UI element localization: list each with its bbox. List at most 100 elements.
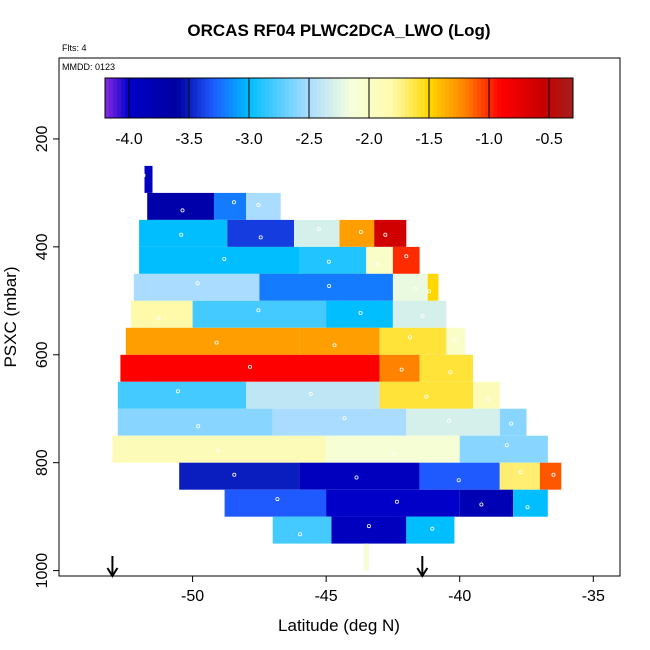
heatmap-cell xyxy=(339,219,375,247)
colorbar-swatch xyxy=(313,78,318,118)
colorbar-swatch xyxy=(409,78,414,118)
colorbar-swatch xyxy=(309,78,314,118)
colorbar-swatch xyxy=(141,78,146,118)
track-marker xyxy=(332,343,337,348)
track-marker xyxy=(407,335,412,340)
colorbar-swatch xyxy=(213,78,218,118)
colorbar-swatch xyxy=(537,78,542,118)
colorbar-swatch xyxy=(557,78,562,118)
track-marker xyxy=(258,235,263,240)
heatmap-cell xyxy=(299,246,367,274)
track-marker xyxy=(518,470,523,475)
colorbar-swatch xyxy=(453,78,458,118)
colorbar-swatch xyxy=(221,78,226,118)
colorbar-swatch xyxy=(145,78,150,118)
y-tick-label: 600 xyxy=(34,341,51,368)
track-marker xyxy=(141,173,146,178)
colorbar-swatch xyxy=(373,78,378,118)
colorbar-swatch xyxy=(205,78,210,118)
track-marker xyxy=(551,472,556,477)
colorbar-swatch xyxy=(253,78,258,118)
track-marker xyxy=(399,367,404,372)
colorbar-swatch xyxy=(241,78,246,118)
heatmap-cell xyxy=(272,516,332,544)
track-marker xyxy=(214,340,219,345)
heatmap-cell xyxy=(246,192,281,220)
colorbar-swatch xyxy=(201,78,206,118)
colorbar-swatch xyxy=(109,78,114,118)
heatmap-cell xyxy=(326,489,460,517)
colorbar-swatch xyxy=(361,78,366,118)
colorbar-swatch xyxy=(169,78,174,118)
colorbar-swatch xyxy=(569,78,574,118)
y-tick-label: 200 xyxy=(34,125,51,152)
colorbar-swatch xyxy=(209,78,214,118)
track-marker xyxy=(354,475,359,480)
track-marker xyxy=(383,232,388,237)
x-tick-label: -35 xyxy=(582,588,605,605)
colorbar-tick-label: -3.5 xyxy=(175,131,203,148)
track-marker xyxy=(413,286,418,291)
track-marker xyxy=(195,281,200,286)
heatmap-cell xyxy=(419,462,500,490)
heatmap-cell xyxy=(179,462,300,490)
colorbar-tick-label: -2.0 xyxy=(355,131,383,148)
date-annotation: MMDD: 0123 xyxy=(62,62,115,72)
colorbar-swatch xyxy=(401,78,406,118)
colorbar-tick-label: -4.0 xyxy=(115,131,143,148)
heatmap-cell xyxy=(427,273,439,301)
colorbar-swatch xyxy=(117,78,122,118)
colorbar-swatch xyxy=(477,78,482,118)
track-marker xyxy=(298,532,303,537)
colorbar-swatch xyxy=(345,78,350,118)
chart-title: ORCAS RF04 PLWC2DCA_LWO (Log) xyxy=(187,21,490,40)
heatmap-cell xyxy=(539,462,562,490)
heatmap-cell xyxy=(259,273,393,301)
heatmap-cell xyxy=(331,516,407,544)
heatmap-cell xyxy=(513,489,548,517)
flights-annotation: Flts: 4 xyxy=(62,43,87,53)
track-marker xyxy=(216,448,221,453)
colorbar-swatch xyxy=(357,78,362,118)
colorbar-swatch xyxy=(125,78,130,118)
colorbar-swatch xyxy=(245,78,250,118)
heatmap-cell xyxy=(419,354,473,382)
heatmap-cell xyxy=(459,489,514,517)
colorbar-swatch xyxy=(105,78,110,118)
track-marker xyxy=(247,364,252,369)
colorbar-tick-label: -0.5 xyxy=(535,131,563,148)
heatmap-cell xyxy=(224,489,327,517)
heatmap-cell xyxy=(147,192,214,220)
heatmap-cell xyxy=(392,273,428,301)
colorbar-swatch xyxy=(429,78,434,118)
colorbar-swatch xyxy=(445,78,450,118)
colorbar-swatch xyxy=(509,78,514,118)
heatmap-cell xyxy=(125,327,300,355)
track-marker xyxy=(375,262,380,267)
colorbar-swatch xyxy=(493,78,498,118)
colorbar-swatch xyxy=(229,78,234,118)
colorbar-swatch xyxy=(473,78,478,118)
y-tick-label: 800 xyxy=(34,449,51,476)
track-marker xyxy=(430,526,435,531)
colorbar-swatch xyxy=(489,78,494,118)
colorbar: -4.0 -3.5 -3.0 -2.5 -2.0 -1.5 -1.0 -0.5 xyxy=(104,77,574,148)
colorbar-swatch xyxy=(233,78,238,118)
y-axis: 200 400 600 800 1000 xyxy=(34,125,59,588)
colorbar-swatch xyxy=(517,78,522,118)
colorbar-swatch xyxy=(521,78,526,118)
track-marker xyxy=(358,310,363,315)
colorbar-swatch xyxy=(333,78,338,118)
colorbar-swatch xyxy=(269,78,274,118)
colorbar-swatch xyxy=(533,78,538,118)
colorbar-swatch xyxy=(321,78,326,118)
track-marker xyxy=(316,227,321,232)
track-marker xyxy=(509,421,514,426)
heatmap-cell xyxy=(379,354,420,382)
heatmap-cell xyxy=(499,462,540,490)
colorbar-swatch xyxy=(153,78,158,118)
colorbar-swatch xyxy=(273,78,278,118)
heatmap-cell xyxy=(406,516,455,544)
colorbar-swatch xyxy=(265,78,270,118)
track-marker xyxy=(448,370,453,375)
